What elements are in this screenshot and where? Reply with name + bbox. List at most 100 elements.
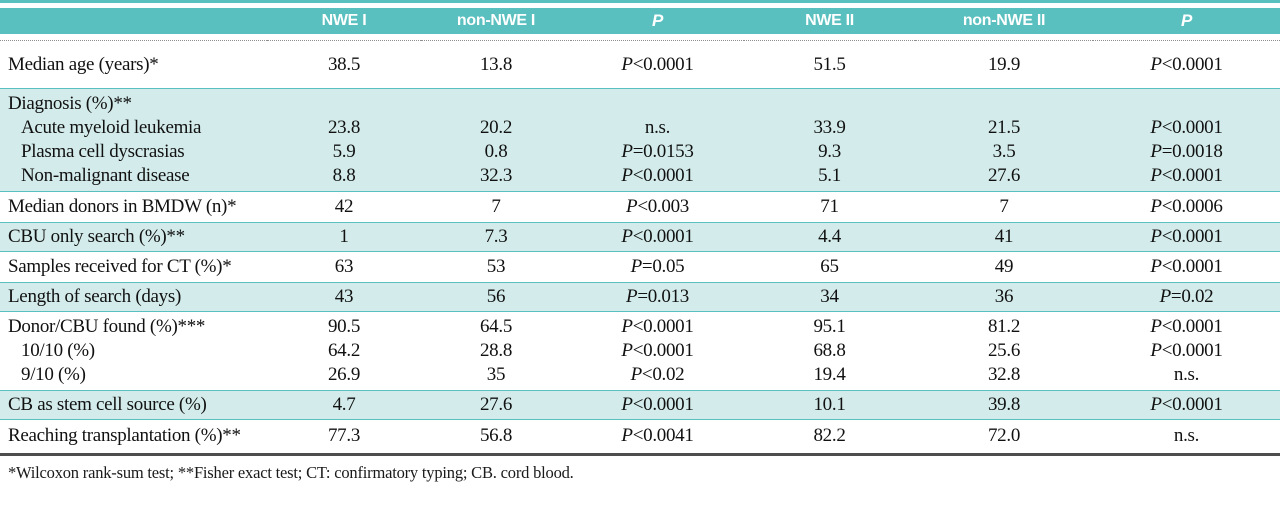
cell-value: 34 xyxy=(744,282,915,312)
cell-value: 5.9 xyxy=(267,140,421,164)
cell-value: 4.7 xyxy=(267,390,421,420)
table-body: Median age (years)* 38.5 13.8 P<0.0001 5… xyxy=(0,34,1280,456)
column-header-p-1: P xyxy=(571,8,744,34)
cell-pvalue: P<0.0001 xyxy=(1093,390,1280,420)
cell-value: 7 xyxy=(999,196,1009,217)
cell-value: 5.1 xyxy=(744,164,915,192)
cell-value: 49 xyxy=(994,256,1014,277)
cell-pvalue: P<0.0001 xyxy=(621,54,694,75)
cell-value: 26.9 xyxy=(327,364,361,385)
cell-pvalue: P=0.05 xyxy=(630,256,685,277)
cell-value xyxy=(267,88,421,116)
row-label: Plasma cell dyscrasias xyxy=(0,140,267,164)
column-header-p-2: P xyxy=(1093,8,1280,34)
cell-value: 35 xyxy=(486,364,506,385)
table-row: Median donors in BMDW (n)* 42 7 P<0.003 … xyxy=(0,192,1280,223)
cell-value: 56.8 xyxy=(421,419,571,456)
statistics-table-figure: NWE I non-NWE I P NWE II non-NWE II P Me… xyxy=(0,0,1280,482)
top-divider xyxy=(0,0,1280,3)
table-row: Donor/CBU found (%)*** 90.5 64.5 P<0.000… xyxy=(0,312,1280,340)
cell-value: 19.4 xyxy=(813,364,846,385)
cell-pvalue: P<0.0001 xyxy=(1150,54,1223,75)
cell-value: 39.8 xyxy=(915,390,1093,420)
row-label: Non-malignant disease xyxy=(0,164,267,192)
header-row: NWE I non-NWE I P NWE II non-NWE II P xyxy=(0,8,1280,34)
top-gap xyxy=(0,3,1280,8)
cell-value: 41 xyxy=(915,222,1093,252)
table-header: NWE I non-NWE I P NWE II non-NWE II P xyxy=(0,8,1280,34)
cell-pvalue xyxy=(1093,88,1280,116)
cell-value: 53 xyxy=(486,256,506,277)
table-row: 10/10 (%) 64.2 28.8 P<0.0001 68.8 25.6 P… xyxy=(0,339,1280,363)
row-label: 9/10 (%) xyxy=(21,364,86,385)
row-label: Median donors in BMDW (n)* xyxy=(8,196,237,217)
row-label: Reaching transplantation (%)** xyxy=(0,419,267,456)
cell-value: 77.3 xyxy=(267,419,421,456)
table-row: CB as stem cell source (%) 4.7 27.6 P<0.… xyxy=(0,390,1280,420)
comparison-table: NWE I non-NWE I P NWE II non-NWE II P Me… xyxy=(0,8,1280,456)
cell-value: 28.8 xyxy=(479,340,513,361)
cell-value: 9.3 xyxy=(744,140,915,164)
row-label: Median age (years)* xyxy=(8,54,159,75)
cell-value: 0.8 xyxy=(421,140,571,164)
row-label: Donor/CBU found (%)*** xyxy=(8,316,206,337)
cell-pvalue: P<0.0001 xyxy=(571,164,744,192)
table-row: Reaching transplantation (%)** 77.3 56.8… xyxy=(0,419,1280,456)
cell-value: 7.3 xyxy=(421,222,571,252)
cell-pvalue: P<0.0001 xyxy=(1093,164,1280,192)
cell-value: 3.5 xyxy=(915,140,1093,164)
cell-value: 13.8 xyxy=(479,54,513,75)
cell-pvalue: n.s. xyxy=(571,116,744,140)
cell-value: 72.0 xyxy=(915,419,1093,456)
cell-pvalue: P<0.02 xyxy=(630,364,685,385)
table-row: Non-malignant disease 8.8 32.3 P<0.0001 … xyxy=(0,164,1280,192)
cell-value: 43 xyxy=(267,282,421,312)
row-label: Samples received for CT (%)* xyxy=(8,256,232,277)
row-label: Diagnosis (%)** xyxy=(0,88,267,116)
cell-value: 25.6 xyxy=(987,340,1021,361)
cell-value: 38.5 xyxy=(327,54,361,75)
cell-value: 20.2 xyxy=(421,116,571,140)
column-header-non-nwe-1: non-NWE I xyxy=(421,8,571,34)
cell-value: 71 xyxy=(820,196,839,217)
table-row: 9/10 (%) 26.9 35 P<0.02 19.4 32.8 n.s. xyxy=(0,363,1280,391)
cell-pvalue: P<0.0001 xyxy=(1150,256,1223,277)
cell-value: 82.2 xyxy=(744,419,915,456)
row-label: 10/10 (%) xyxy=(21,340,95,361)
cell-value: 8.8 xyxy=(267,164,421,192)
row-label: CBU only search (%)** xyxy=(0,222,267,252)
cell-value: 32.8 xyxy=(987,364,1021,385)
column-header-nwe-2: NWE II xyxy=(744,8,915,34)
cell-value: 64.5 xyxy=(479,316,513,337)
cell-value: 23.8 xyxy=(267,116,421,140)
cell-value: 19.9 xyxy=(987,54,1021,75)
column-header-empty xyxy=(0,8,267,34)
cell-value: 1 xyxy=(267,222,421,252)
row-label: Acute myeloid leukemia xyxy=(0,116,267,140)
cell-value: 95.1 xyxy=(813,316,846,337)
header-underline-spacer xyxy=(0,34,1280,41)
cell-pvalue: P<0.0001 xyxy=(621,316,694,337)
cell-pvalue: P=0.0153 xyxy=(571,140,744,164)
table-row: CBU only search (%)** 1 7.3 P<0.0001 4.4… xyxy=(0,222,1280,252)
column-header-nwe-1: NWE I xyxy=(267,8,421,34)
cell-value: 32.3 xyxy=(421,164,571,192)
cell-pvalue: P<0.0001 xyxy=(571,390,744,420)
cell-pvalue: P<0.003 xyxy=(626,196,689,217)
cell-value: 64.2 xyxy=(327,340,361,361)
cell-pvalue: P<0.0001 xyxy=(571,222,744,252)
table-row: Plasma cell dyscrasias 5.9 0.8 P=0.0153 … xyxy=(0,140,1280,164)
cell-pvalue: P=0.02 xyxy=(1093,282,1280,312)
cell-pvalue: P=0.013 xyxy=(571,282,744,312)
cell-value xyxy=(915,88,1093,116)
table-row: Samples received for CT (%)* 63 53 P=0.0… xyxy=(0,252,1280,283)
row-label: Length of search (days) xyxy=(0,282,267,312)
cell-value: 42 xyxy=(334,196,354,217)
table-footnote: *Wilcoxon rank-sum test; **Fisher exact … xyxy=(8,463,574,482)
cell-pvalue: P<0.0001 xyxy=(1150,316,1223,337)
table-row-section-header: Diagnosis (%)** xyxy=(0,88,1280,116)
cell-value: 81.2 xyxy=(987,316,1021,337)
cell-value: 27.6 xyxy=(421,390,571,420)
cell-value: 63 xyxy=(334,256,354,277)
cell-value: 90.5 xyxy=(327,316,361,337)
